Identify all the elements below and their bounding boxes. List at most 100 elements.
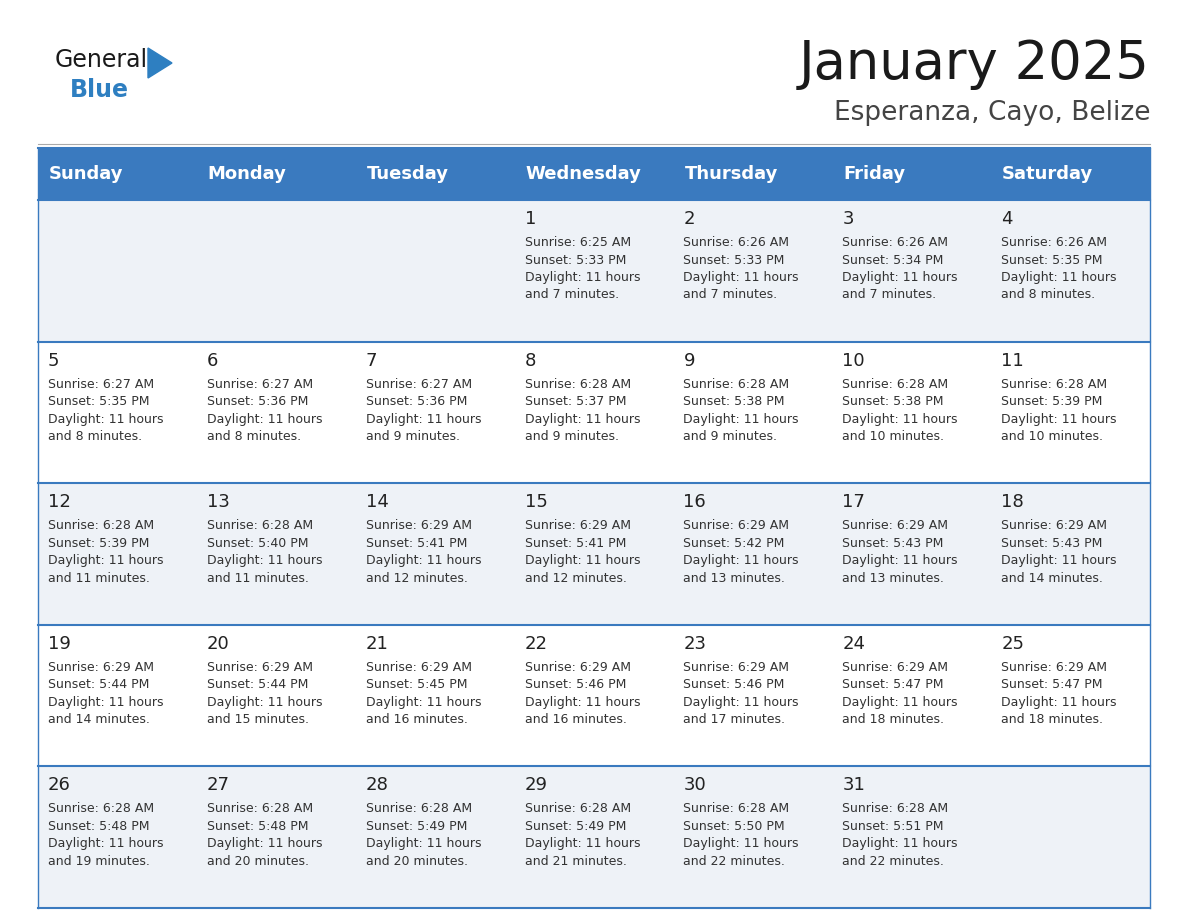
Text: Sunset: 5:43 PM: Sunset: 5:43 PM [842,537,943,550]
Text: 11: 11 [1001,352,1024,370]
Text: Daylight: 11 hours: Daylight: 11 hours [683,696,798,709]
Text: Sunset: 5:36 PM: Sunset: 5:36 PM [366,395,467,409]
Text: Sunrise: 6:28 AM: Sunrise: 6:28 AM [366,802,472,815]
Text: and 14 minutes.: and 14 minutes. [1001,572,1102,585]
Text: Sunset: 5:41 PM: Sunset: 5:41 PM [366,537,467,550]
Text: and 8 minutes.: and 8 minutes. [207,431,301,443]
Text: 12: 12 [48,493,71,511]
Text: Daylight: 11 hours: Daylight: 11 hours [1001,696,1117,709]
Text: Daylight: 11 hours: Daylight: 11 hours [842,696,958,709]
Text: Sunrise: 6:28 AM: Sunrise: 6:28 AM [525,377,631,390]
Text: Sunrise: 6:28 AM: Sunrise: 6:28 AM [48,802,154,815]
Text: Daylight: 11 hours: Daylight: 11 hours [842,554,958,567]
Text: and 10 minutes.: and 10 minutes. [842,431,944,443]
Text: Daylight: 11 hours: Daylight: 11 hours [842,837,958,850]
Text: Daylight: 11 hours: Daylight: 11 hours [207,837,322,850]
Text: Sunset: 5:49 PM: Sunset: 5:49 PM [366,820,467,833]
Text: Sunset: 5:42 PM: Sunset: 5:42 PM [683,537,785,550]
Text: and 11 minutes.: and 11 minutes. [48,572,150,585]
Text: 1: 1 [525,210,536,228]
Text: Sunrise: 6:29 AM: Sunrise: 6:29 AM [683,520,790,532]
Text: Sunrise: 6:28 AM: Sunrise: 6:28 AM [842,802,948,815]
Text: Sunset: 5:36 PM: Sunset: 5:36 PM [207,395,308,409]
Text: 9: 9 [683,352,695,370]
Text: and 17 minutes.: and 17 minutes. [683,713,785,726]
Bar [38,341,1150,483]
Text: Sunrise: 6:28 AM: Sunrise: 6:28 AM [1001,377,1107,390]
Text: 24: 24 [842,635,865,653]
Bar [38,483,1150,625]
Text: Daylight: 11 hours: Daylight: 11 hours [683,412,798,426]
Text: Friday: Friday [843,165,905,183]
Text: and 7 minutes.: and 7 minutes. [683,288,778,301]
Text: General: General [55,48,148,72]
Text: Daylight: 11 hours: Daylight: 11 hours [525,412,640,426]
Text: Daylight: 11 hours: Daylight: 11 hours [207,412,322,426]
Text: Sunset: 5:39 PM: Sunset: 5:39 PM [48,537,150,550]
Text: 19: 19 [48,635,71,653]
Text: 29: 29 [525,777,548,794]
Text: Thursday: Thursday [684,165,778,183]
Text: Sunrise: 6:26 AM: Sunrise: 6:26 AM [683,236,790,249]
Text: Daylight: 11 hours: Daylight: 11 hours [366,696,481,709]
Text: Sunrise: 6:26 AM: Sunrise: 6:26 AM [842,236,948,249]
Text: Sunrise: 6:29 AM: Sunrise: 6:29 AM [207,661,312,674]
Text: and 22 minutes.: and 22 minutes. [683,855,785,868]
Text: Daylight: 11 hours: Daylight: 11 hours [683,271,798,284]
Text: 30: 30 [683,777,706,794]
Text: Saturday: Saturday [1003,165,1093,183]
Text: and 13 minutes.: and 13 minutes. [683,572,785,585]
Text: Sunrise: 6:29 AM: Sunrise: 6:29 AM [48,661,154,674]
Text: 5: 5 [48,352,59,370]
Text: Sunset: 5:51 PM: Sunset: 5:51 PM [842,820,943,833]
Text: 27: 27 [207,777,229,794]
Text: Sunset: 5:38 PM: Sunset: 5:38 PM [683,395,785,409]
Text: and 18 minutes.: and 18 minutes. [1001,713,1104,726]
Text: Daylight: 11 hours: Daylight: 11 hours [207,696,322,709]
Text: Daylight: 11 hours: Daylight: 11 hours [366,554,481,567]
Text: Sunrise: 6:29 AM: Sunrise: 6:29 AM [842,661,948,674]
Text: Sunrise: 6:29 AM: Sunrise: 6:29 AM [366,520,472,532]
Text: and 9 minutes.: and 9 minutes. [525,431,619,443]
Text: Sunset: 5:44 PM: Sunset: 5:44 PM [207,678,308,691]
Text: and 19 minutes.: and 19 minutes. [48,855,150,868]
Text: Sunrise: 6:29 AM: Sunrise: 6:29 AM [525,661,631,674]
Text: Sunrise: 6:28 AM: Sunrise: 6:28 AM [207,802,312,815]
Text: 7: 7 [366,352,378,370]
Text: Sunrise: 6:29 AM: Sunrise: 6:29 AM [1001,520,1107,532]
Text: Daylight: 11 hours: Daylight: 11 hours [1001,554,1117,567]
Bar [38,767,1150,908]
Polygon shape [148,48,172,78]
Text: and 16 minutes.: and 16 minutes. [525,713,626,726]
Text: Sunset: 5:43 PM: Sunset: 5:43 PM [1001,537,1102,550]
Text: Daylight: 11 hours: Daylight: 11 hours [842,271,958,284]
Text: and 12 minutes.: and 12 minutes. [366,572,468,585]
Text: Sunrise: 6:29 AM: Sunrise: 6:29 AM [366,661,472,674]
Text: Daylight: 11 hours: Daylight: 11 hours [207,554,322,567]
Text: Sunrise: 6:29 AM: Sunrise: 6:29 AM [1001,661,1107,674]
Text: Daylight: 11 hours: Daylight: 11 hours [48,554,164,567]
Text: Sunset: 5:34 PM: Sunset: 5:34 PM [842,253,943,266]
Text: Sunrise: 6:26 AM: Sunrise: 6:26 AM [1001,236,1107,249]
Text: Sunset: 5:35 PM: Sunset: 5:35 PM [1001,253,1102,266]
Text: and 8 minutes.: and 8 minutes. [48,431,143,443]
Text: Daylight: 11 hours: Daylight: 11 hours [525,271,640,284]
Text: 17: 17 [842,493,865,511]
Text: Sunrise: 6:27 AM: Sunrise: 6:27 AM [207,377,312,390]
Text: Sunrise: 6:29 AM: Sunrise: 6:29 AM [683,661,790,674]
Text: Sunrise: 6:29 AM: Sunrise: 6:29 AM [525,520,631,532]
Text: Sunset: 5:46 PM: Sunset: 5:46 PM [683,678,785,691]
Text: Sunrise: 6:28 AM: Sunrise: 6:28 AM [525,802,631,815]
Bar [355,148,514,200]
Text: and 14 minutes.: and 14 minutes. [48,713,150,726]
Bar [38,625,1150,767]
Text: 16: 16 [683,493,706,511]
Text: and 9 minutes.: and 9 minutes. [366,431,460,443]
Text: 15: 15 [525,493,548,511]
Text: 14: 14 [366,493,388,511]
Text: 4: 4 [1001,210,1012,228]
Text: Sunset: 5:44 PM: Sunset: 5:44 PM [48,678,150,691]
Text: and 12 minutes.: and 12 minutes. [525,572,626,585]
Text: Sunrise: 6:27 AM: Sunrise: 6:27 AM [48,377,154,390]
Text: and 22 minutes.: and 22 minutes. [842,855,944,868]
